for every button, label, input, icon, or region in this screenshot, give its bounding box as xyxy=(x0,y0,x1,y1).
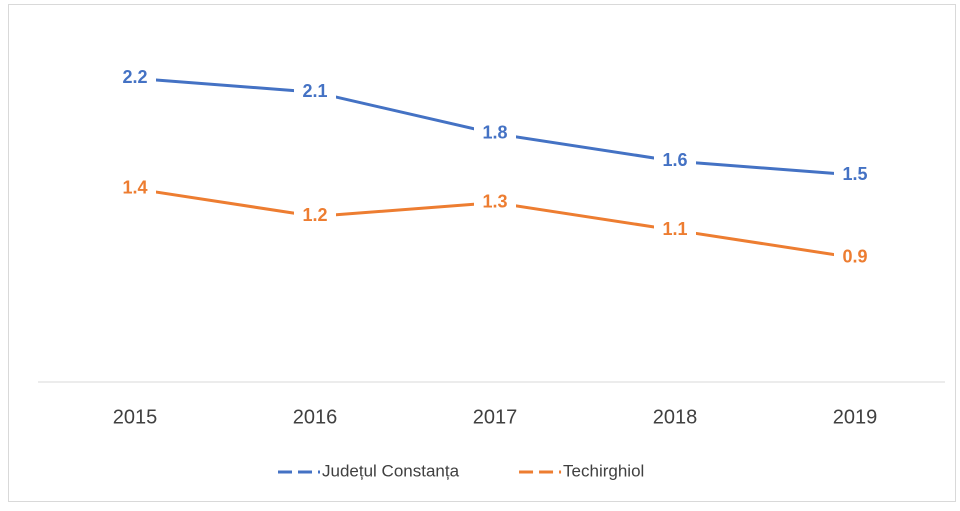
data-label: 1.6 xyxy=(662,150,687,170)
data-label: 2.1 xyxy=(302,81,327,101)
x-tick-label: 2017 xyxy=(473,406,518,428)
legend-label: Techirghiol xyxy=(563,461,644,480)
data-label-bg xyxy=(294,203,336,230)
data-label-bg xyxy=(834,244,876,271)
x-tick-label: 2015 xyxy=(113,406,158,428)
data-label: 1.5 xyxy=(842,164,867,184)
data-label-bg xyxy=(654,148,696,175)
data-label-bg xyxy=(294,79,336,106)
x-tick-label: 2016 xyxy=(293,406,338,428)
data-label: 1.1 xyxy=(662,219,687,239)
data-label-bg xyxy=(654,217,696,244)
data-label-bg xyxy=(114,65,156,92)
data-label: 1.3 xyxy=(482,191,507,211)
x-tick-label: 2019 xyxy=(833,406,878,428)
data-label: 1.8 xyxy=(482,122,507,142)
data-label: 2.2 xyxy=(122,67,147,87)
chart-border xyxy=(8,4,956,502)
x-tick-label: 2018 xyxy=(653,406,698,428)
data-label-bg xyxy=(474,120,516,147)
legend-label: Județul Constanța xyxy=(322,461,460,480)
data-label: 0.9 xyxy=(842,247,867,267)
data-label-bg xyxy=(834,162,876,188)
data-label: 1.2 xyxy=(302,205,327,225)
data-label-bg xyxy=(474,189,516,216)
data-label: 1.4 xyxy=(122,178,147,198)
data-label-bg xyxy=(114,175,156,202)
